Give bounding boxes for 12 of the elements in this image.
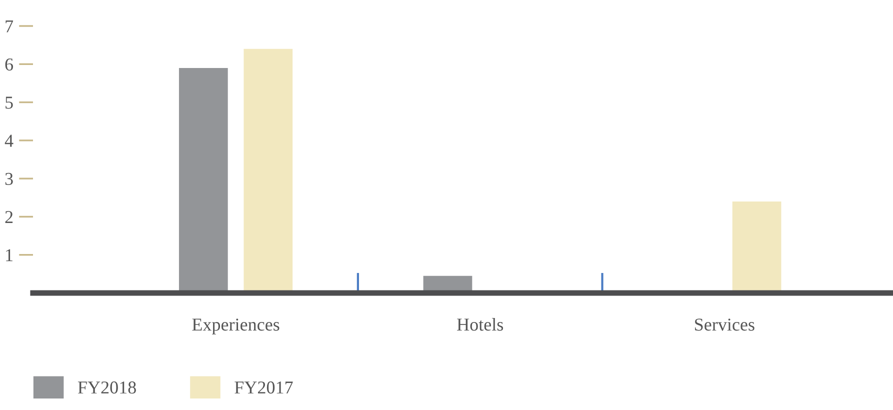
y-tick-label: 4 xyxy=(4,134,14,147)
y-tick-label: 3 xyxy=(5,172,13,186)
y-tick-label: 2 xyxy=(5,211,13,223)
legend-label: FY2017 xyxy=(234,381,293,394)
y-tick-label: 5 xyxy=(6,96,13,109)
y-tick-label: 7 xyxy=(6,20,14,32)
x-tick-label: Services xyxy=(695,318,754,331)
x-tick-label: Experiences xyxy=(192,318,280,334)
y-tick-label: 1 xyxy=(6,249,12,262)
y-tick-label: 6 xyxy=(5,58,14,71)
legend-label: FY2018 xyxy=(78,381,136,394)
x-tick-label: Hotels xyxy=(457,318,504,331)
